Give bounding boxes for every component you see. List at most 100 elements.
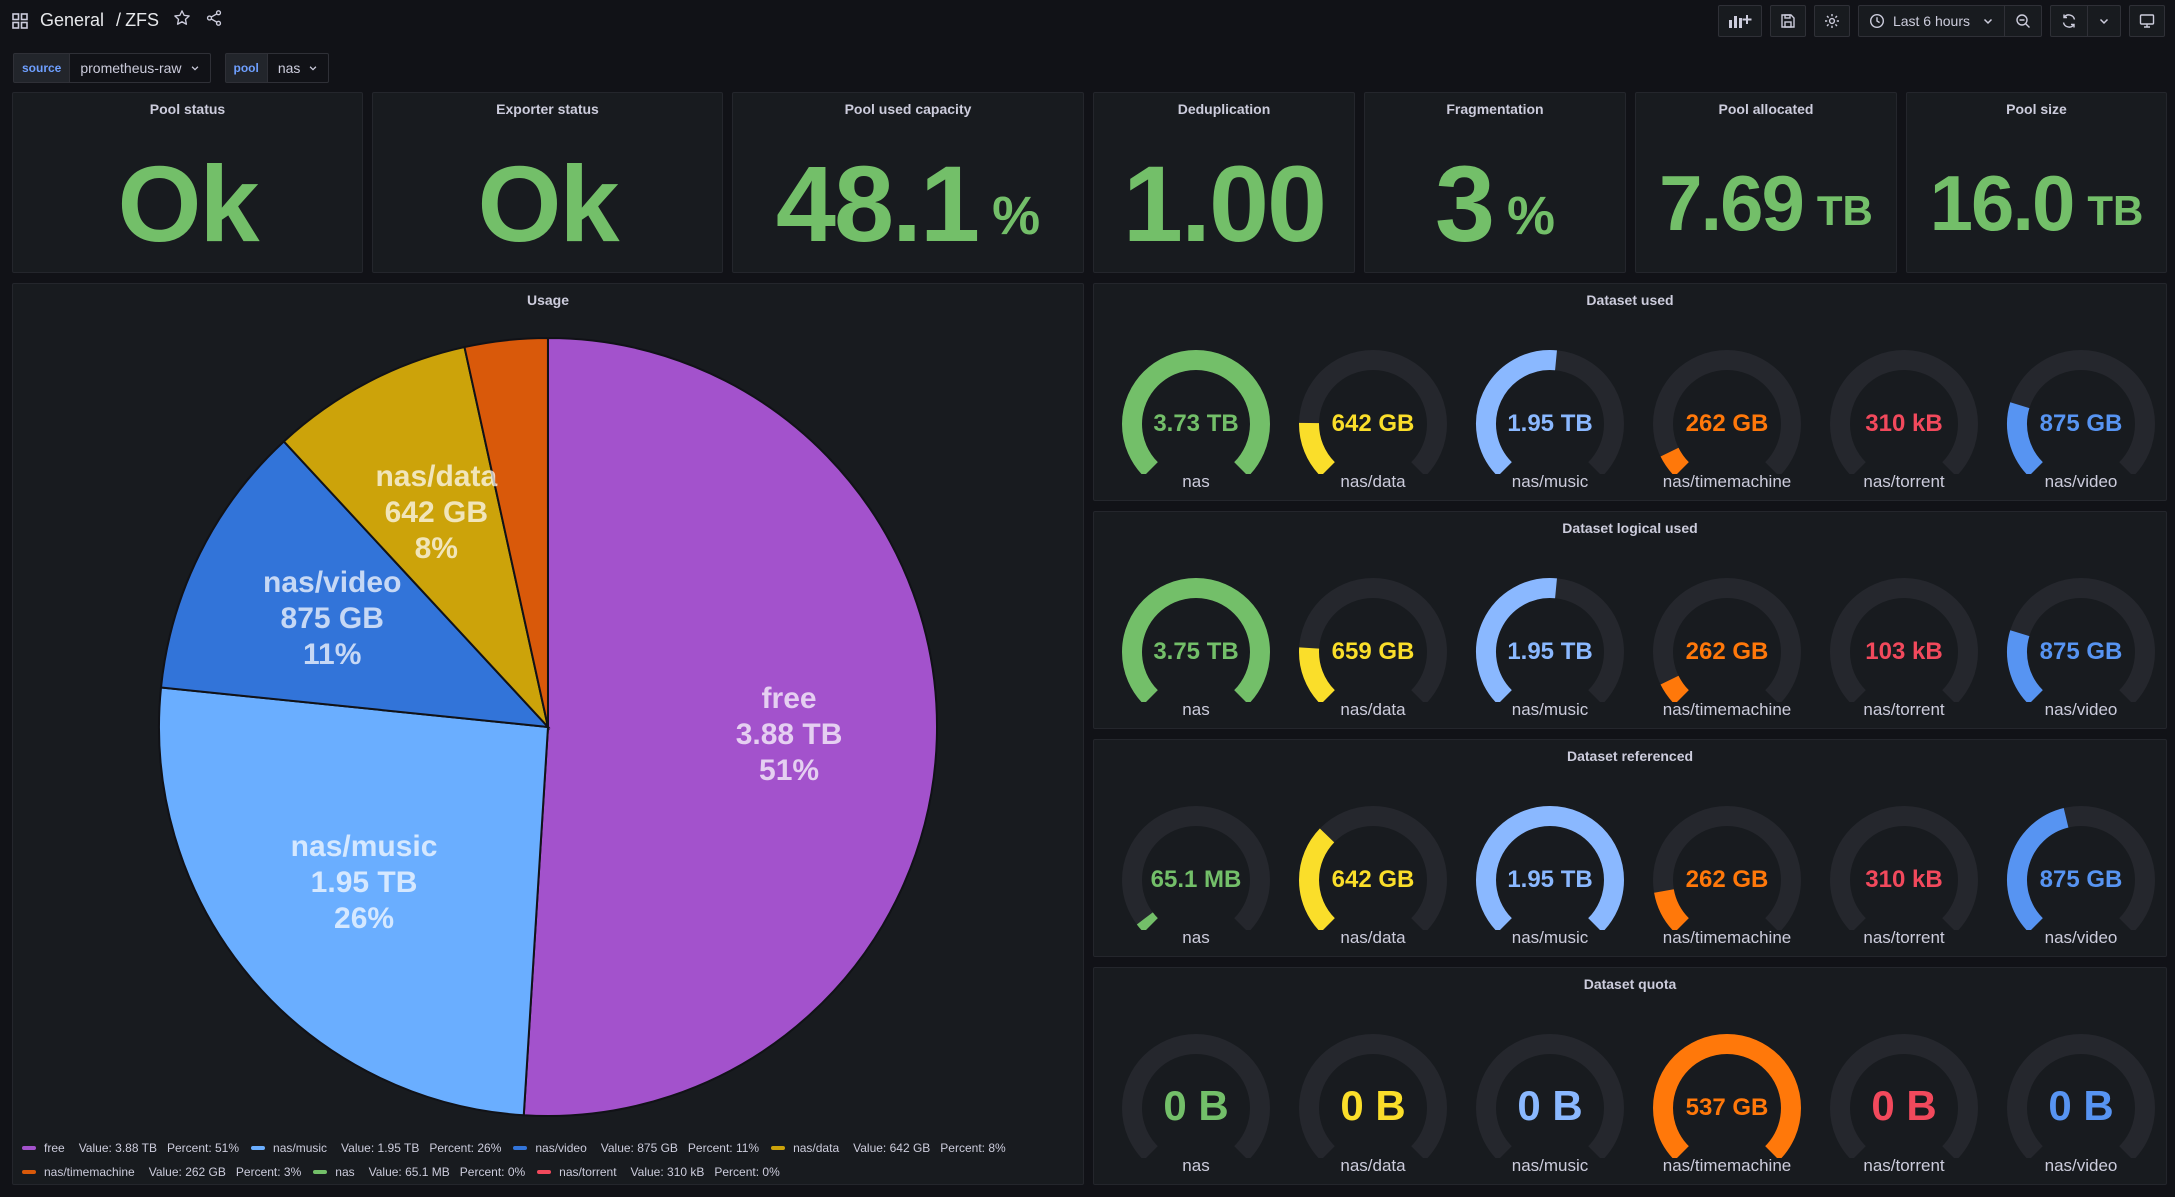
gauge[interactable]: 310 kB nas/torrent — [1816, 324, 1992, 512]
pie-slice-label-value: 875 GB — [280, 602, 384, 636]
refresh-button[interactable] — [2051, 6, 2087, 36]
stat-panel-pool-size[interactable]: Pool size 16.0 TB — [1906, 92, 2167, 273]
gauge[interactable]: 3.75 TB nas — [1108, 552, 1284, 740]
breadcrumb-folder[interactable]: General — [40, 10, 105, 30]
add-panel-button[interactable] — [1717, 5, 1762, 37]
dataset-quota-panel[interactable]: Dataset quota 0 B nas 0 B nas/data 0 B nas/mu… — [1093, 967, 2167, 1185]
dashboard-title[interactable]: ZFS — [125, 10, 160, 30]
settings-button[interactable] — [1813, 5, 1850, 37]
pie-slice[interactable] — [159, 440, 551, 729]
gauge[interactable]: 875 GB nas/video — [1993, 780, 2169, 968]
gauge[interactable]: 642 GB nas/data — [1285, 780, 1461, 968]
time-range-label: Last 6 hours — [1892, 13, 1970, 29]
stat-value: 1.00 — [1094, 133, 1354, 273]
legend-item[interactable]: nas Value: 65.1 MB Percent: 0% — [313, 1161, 525, 1183]
gauge[interactable]: 0 B nas/data — [1285, 1008, 1461, 1196]
gauge-label: nas — [1182, 472, 1210, 491]
gauge[interactable]: 1.95 TB nas/music — [1462, 780, 1638, 968]
gauge[interactable]: 0 B nas/music — [1462, 1008, 1638, 1196]
pie-chart[interactable] — [0, 0, 1090, 1130]
gauge-label: nas — [1182, 928, 1210, 947]
save-dashboard-button[interactable] — [1769, 5, 1806, 37]
breadcrumb-separator: / — [116, 10, 122, 30]
chevron-down-icon — [1983, 18, 1993, 25]
gauge[interactable]: 262 GB nas/timemachine — [1639, 324, 1815, 512]
apps-grid-icon[interactable] — [12, 12, 28, 29]
gauge[interactable]: 0 B nas — [1108, 1008, 1284, 1196]
gauge-value: 310 kB — [1865, 866, 1943, 893]
chevron-down-icon — [2099, 18, 2109, 25]
gauge[interactable]: 310 kB nas/torrent — [1816, 780, 1992, 968]
gauge-value: 262 GB — [1685, 866, 1769, 893]
panel-title: Pool status — [149, 101, 226, 117]
gauge[interactable]: 262 GB nas/timemachine — [1639, 552, 1815, 740]
gauge[interactable]: 103 kB nas/torrent — [1816, 552, 1992, 740]
gauge-value: 0 B — [2048, 1082, 2114, 1129]
gauge[interactable]: 262 GB nas/timemachine — [1639, 780, 1815, 968]
legend-item[interactable]: nas/timemachine Value: 262 GB Percent: 3% — [22, 1161, 301, 1183]
star-icon[interactable] — [173, 9, 191, 32]
pie-slice[interactable] — [158, 686, 550, 1117]
stat-panel-fragmentation[interactable]: Fragmentation 3% — [1364, 92, 1626, 273]
time-picker-open[interactable]: Last 6 hours — [1859, 6, 2004, 36]
gauge-track — [1830, 806, 1978, 930]
legend-item[interactable]: nas/music Value: 1.95 TB Percent: 26% — [251, 1137, 501, 1159]
gauge[interactable]: 642 GB nas/data — [1285, 324, 1461, 512]
gauge[interactable]: 875 GB nas/video — [1993, 324, 2169, 512]
gauge-track — [1653, 806, 1801, 930]
gauge-fill — [1136, 912, 1158, 930]
gauge-fill — [2007, 402, 2044, 474]
stat-panel-pool-allocated[interactable]: Pool allocated 7.69 TB — [1635, 92, 1897, 273]
gauge[interactable]: 65.1 MB nas — [1108, 780, 1284, 968]
zoom-out-button[interactable] — [2004, 6, 2041, 36]
pie-slice-label: nas/music 1.95 TB 26% — [291, 829, 438, 937]
legend-swatch — [771, 1146, 786, 1150]
pie-slice-label: free 3.88 TB 51% — [736, 681, 843, 789]
share-icon[interactable] — [205, 9, 223, 32]
gauge[interactable]: 875 GB nas/video — [1993, 552, 2169, 740]
legend-value: Value: 262 GB — [148, 1165, 226, 1179]
pie-slice[interactable] — [522, 336, 939, 1117]
legend-item[interactable]: nas/video Value: 875 GB Percent: 11% — [513, 1137, 759, 1159]
refresh-picker[interactable] — [2050, 5, 2121, 37]
variable-select-pool[interactable]: nas — [267, 53, 330, 83]
gauge[interactable]: 659 GB nas/data — [1285, 552, 1461, 740]
gauge[interactable]: 3.73 TB nas — [1108, 324, 1284, 512]
gauge[interactable]: 0 B nas/video — [1993, 1008, 2169, 1196]
gauge-label: nas/data — [1340, 700, 1406, 719]
stat-panel-pool-status[interactable]: Pool status Ok — [12, 92, 363, 273]
variable-label-source: source — [13, 53, 71, 83]
pie-slice-label-label-pct: 11% — [303, 638, 362, 672]
legend-value: Value: 3.88 TB — [78, 1141, 157, 1155]
gauge-value: 0 B — [1871, 1082, 1937, 1129]
dataset-referenced-panel[interactable]: Dataset referenced 65.1 MB nas 642 GB nas/d… — [1093, 739, 2167, 957]
gauge-value: 875 GB — [2039, 410, 2123, 437]
stat-panel-deduplication[interactable]: Deduplication 1.00 — [1093, 92, 1355, 273]
legend-item[interactable]: nas/data Value: 642 GB Percent: 8% — [771, 1137, 1006, 1159]
gauge[interactable]: 0 B nas/torrent — [1816, 1008, 1992, 1196]
gauge-track — [1653, 350, 1801, 474]
legend-item[interactable]: nas/torrent Value: 310 kB Percent: 0% — [537, 1161, 780, 1183]
gauge-label: nas/video — [2044, 928, 2118, 947]
panel-title: Pool used capacity — [844, 101, 972, 117]
stat-panel-exporter-status[interactable]: Exporter status Ok — [372, 92, 723, 273]
dataset-logical-used-panel[interactable]: Dataset logical used 3.75 TB nas 659 GB nas… — [1093, 511, 2167, 729]
stat-panel-pool-used-capacity[interactable]: Pool used capacity 48.1% — [732, 92, 1084, 273]
time-picker[interactable]: Last 6 hours — [1857, 5, 2042, 37]
gauge-fill — [1660, 447, 1690, 474]
pie-slice[interactable] — [282, 345, 550, 731]
legend-item[interactable]: free Value: 3.88 TB Percent: 51% — [22, 1137, 239, 1159]
variable-value-source: prometheus-raw — [80, 60, 182, 76]
gauge-fill — [1299, 422, 1336, 474]
gauge-row: 65.1 MB nas 642 GB nas/data 1.95 TB nas/music… — [1094, 780, 2166, 956]
tv-mode-button[interactable] — [2129, 5, 2165, 37]
gauge[interactable]: 1.95 TB nas/music — [1462, 324, 1638, 512]
gauge[interactable]: 537 GB nas/timemachine — [1639, 1008, 1815, 1196]
gauge[interactable]: 1.95 TB nas/music — [1462, 552, 1638, 740]
refresh-interval-dropdown[interactable] — [2087, 6, 2120, 36]
variable-select-source[interactable]: prometheus-raw — [70, 53, 211, 83]
gauge-label: nas/torrent — [1863, 700, 1945, 719]
stat-number: Ok — [477, 142, 619, 264]
dataset-used-panel[interactable]: Dataset used 3.73 TB nas 642 GB nas/data 1.9… — [1093, 283, 2167, 501]
save-icon — [1781, 14, 1795, 28]
